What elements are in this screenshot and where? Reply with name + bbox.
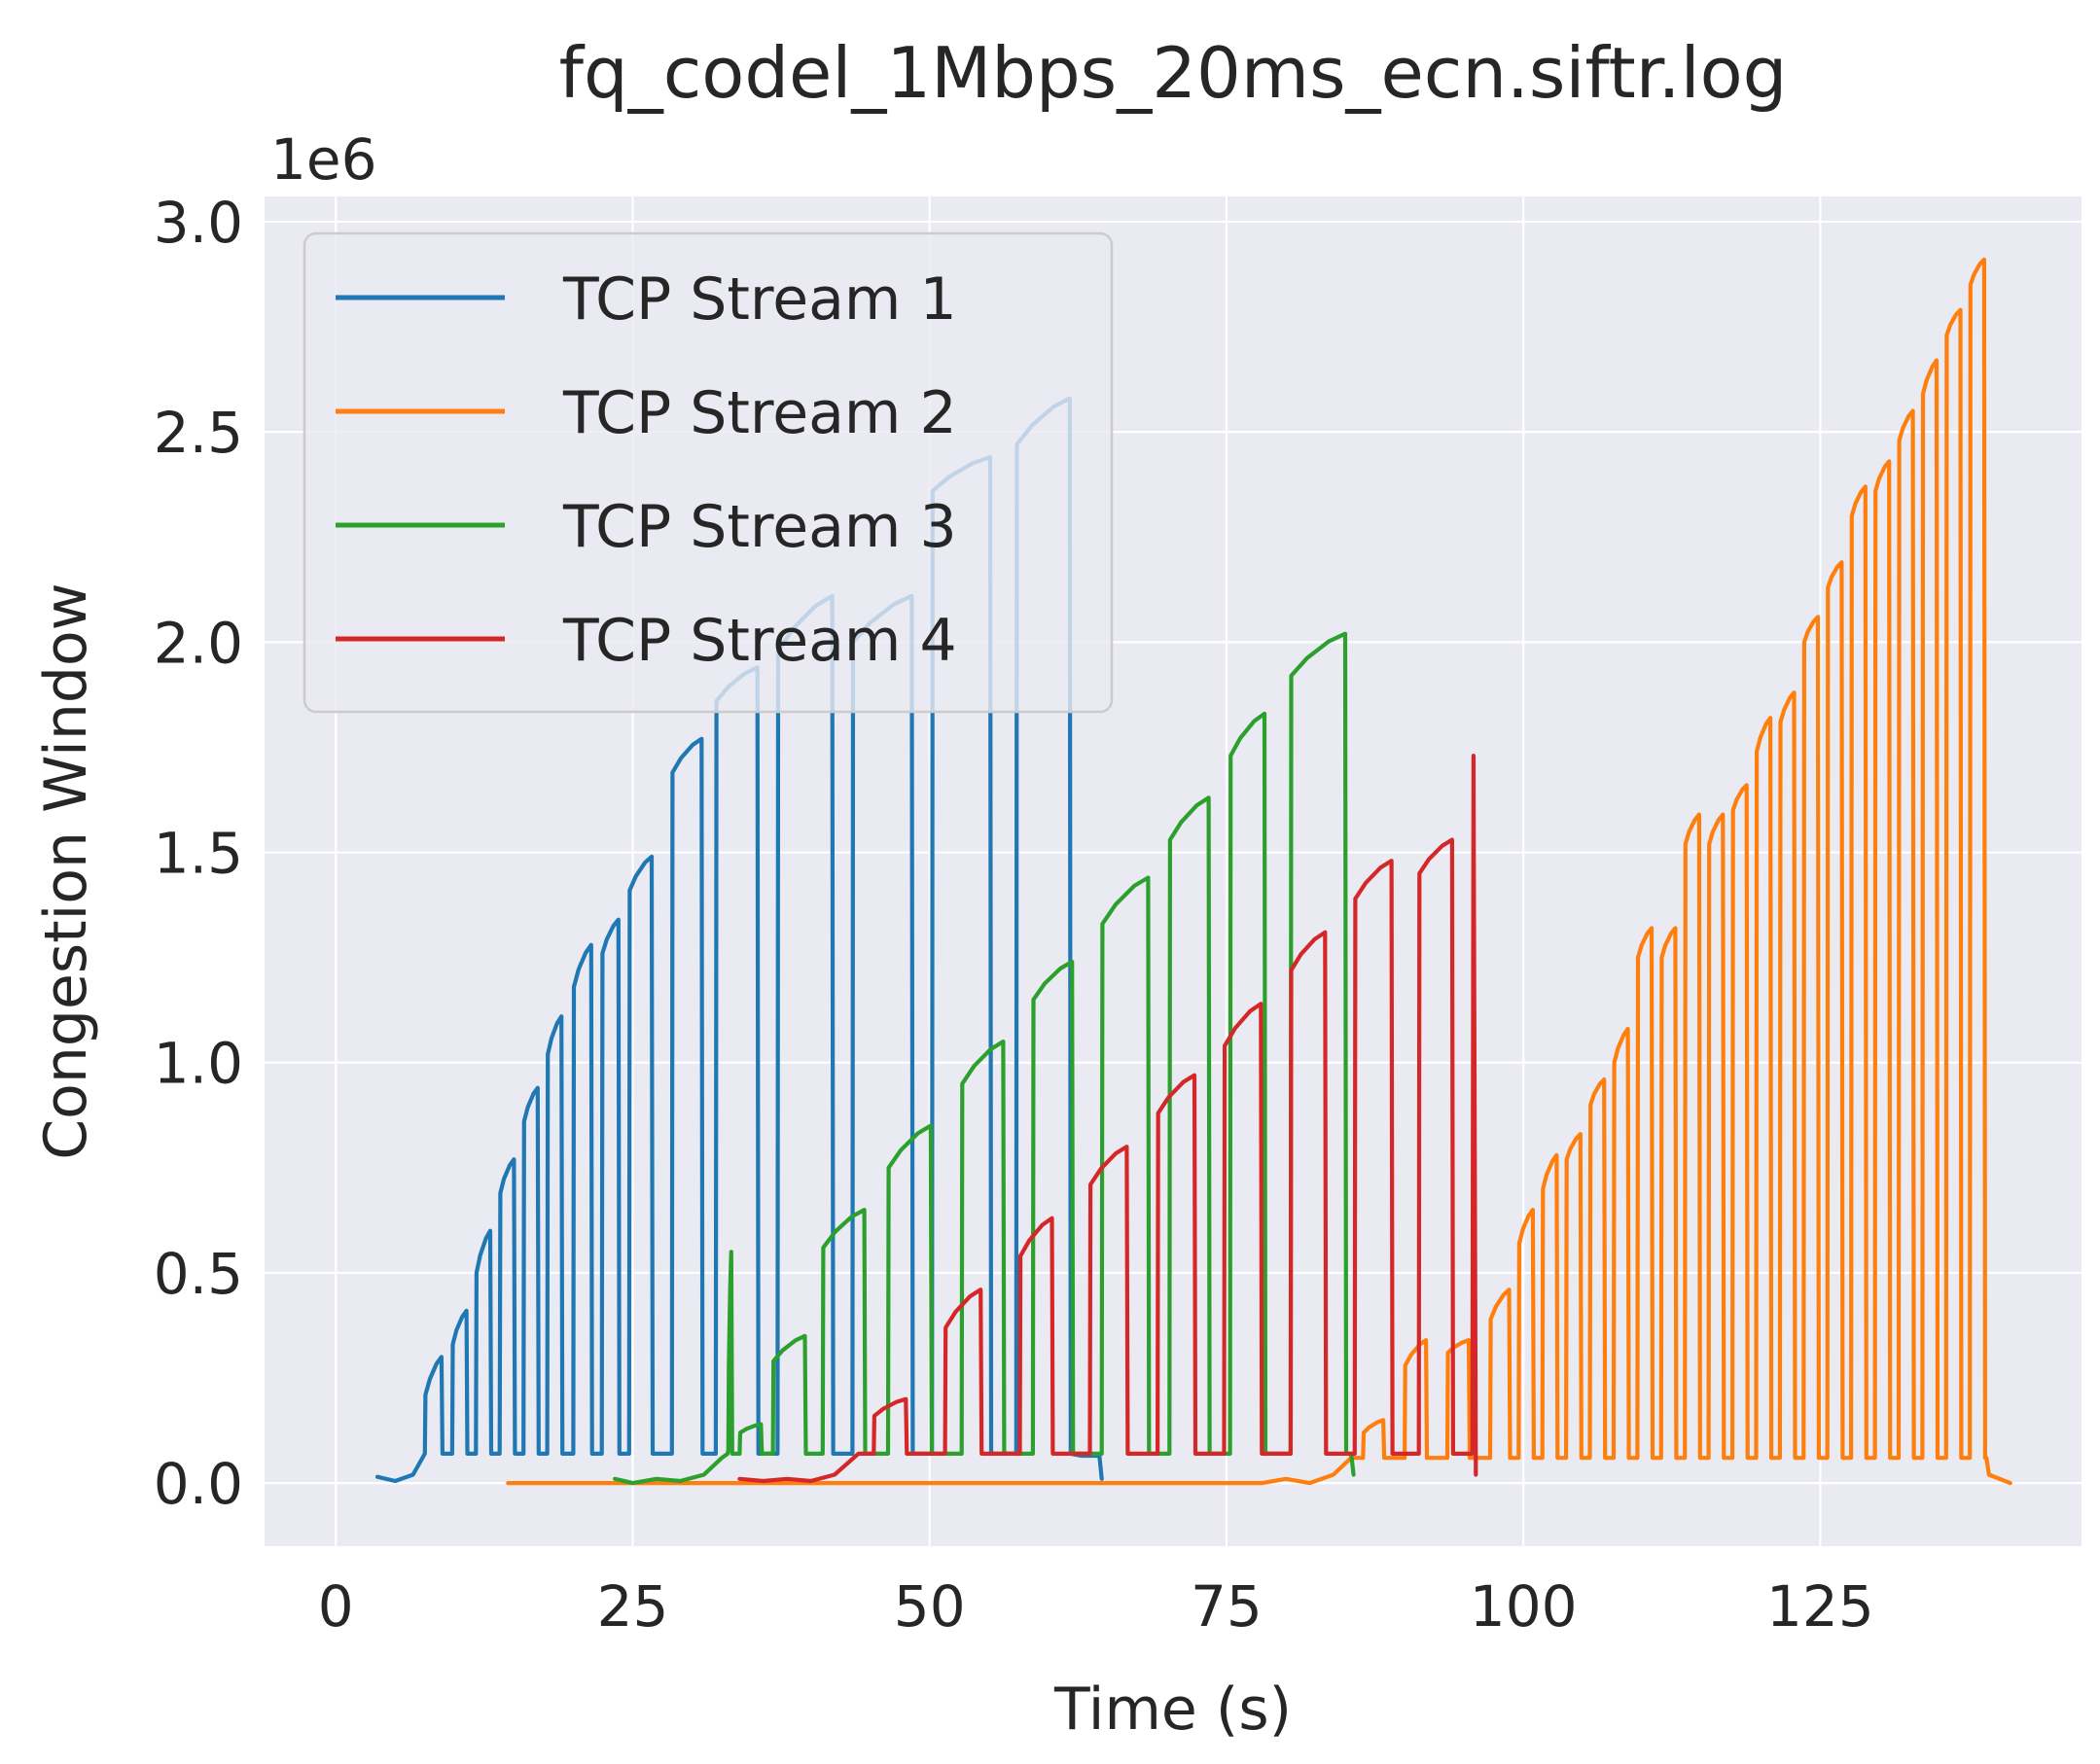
series-line-2 — [506, 257, 2012, 1486]
x-tick-label: 125 — [1766, 1573, 1874, 1640]
legend-box — [303, 231, 1114, 714]
y-tick-label: 3.0 — [154, 190, 243, 256]
series-line-4 — [737, 754, 1478, 1484]
legend-label-3: TCP Stream 3 — [562, 493, 957, 561]
y-axis-label: Congestion Window — [32, 582, 100, 1159]
legend-label-1: TCP Stream 1 — [562, 265, 957, 334]
legend-label-4: TCP Stream 4 — [562, 607, 957, 675]
legend: TCP Stream 1 TCP Stream 2 TCP Stream 3 TCP … — [303, 231, 1114, 714]
x-tick-label: 75 — [1191, 1573, 1263, 1640]
y-tick-label: 1.5 — [154, 821, 243, 887]
x-tick-label: 50 — [894, 1573, 966, 1640]
x-tick-label: 0 — [318, 1573, 354, 1640]
y-tick-label: 0.5 — [154, 1241, 243, 1307]
legend-label-2: TCP Stream 2 — [562, 379, 957, 447]
y-tick-label: 0.0 — [154, 1451, 243, 1517]
x-tick-label: 100 — [1470, 1573, 1578, 1640]
y-tick-label: 1.0 — [154, 1031, 243, 1097]
y-tick-label: 2.0 — [154, 610, 243, 676]
y-offset-label: 1e6 — [270, 126, 377, 193]
series-line-1 — [374, 396, 1104, 1484]
x-tick-label: 25 — [597, 1573, 669, 1640]
chart-title: fq_codel_1Mbps_20ms_ecn.siftr.log — [559, 32, 1788, 114]
x-axis-label: Time (s) — [1053, 1676, 1292, 1744]
y-axis-ticks: 0.0 0.5 1.0 1.5 2.0 2.5 3.0 — [154, 190, 243, 1517]
x-axis-ticks: 0 25 50 75 100 125 — [318, 1573, 1874, 1640]
series-line-3 — [613, 631, 1356, 1486]
series-lines — [374, 257, 2012, 1486]
y-tick-label: 2.5 — [154, 400, 243, 466]
